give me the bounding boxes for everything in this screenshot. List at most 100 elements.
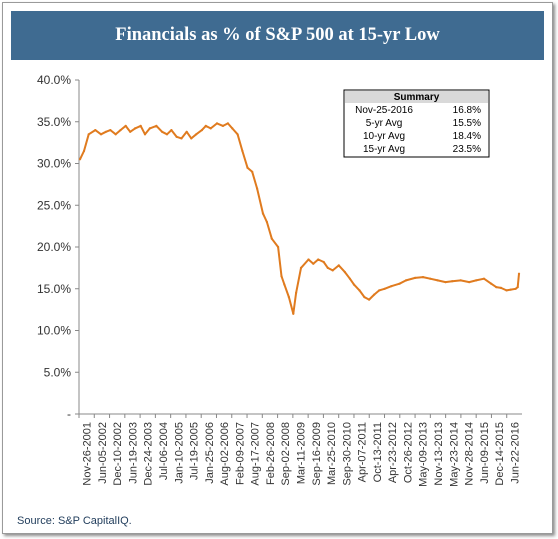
x-tick-label: Feb-26-2008: [265, 422, 277, 485]
x-tick-label: Nov-13-2013: [433, 422, 445, 486]
data-point: [209, 127, 212, 130]
data-point: [82, 149, 86, 153]
data-point: [124, 124, 127, 127]
data-point: [256, 187, 259, 190]
data-point: [277, 245, 280, 249]
y-tick-label: 40.0%: [37, 73, 71, 87]
y-tick-label: -: [67, 407, 71, 421]
data-point: [514, 287, 517, 290]
x-tick-label: Mar-11-2009: [296, 422, 308, 484]
summary-row-value: 23.5%: [453, 144, 481, 155]
data-point: [109, 129, 112, 132]
data-point: [143, 133, 147, 136]
x-tick-label: Nov-26-2001: [82, 422, 94, 486]
x-tick-label: Jan-10-2005: [173, 422, 185, 484]
chart-axes: - 5.0% 10.0% 15.0% 20.0% 25.0% 30.0% 35.0% 40.0%…: [37, 73, 522, 487]
chart-series: [78, 122, 521, 315]
data-point: [119, 129, 122, 132]
data-point: [200, 129, 203, 132]
data-point: [190, 137, 193, 140]
data-point: [451, 280, 454, 283]
data-point: [322, 260, 325, 264]
data-point: [475, 279, 478, 282]
data-point: [398, 282, 401, 285]
y-tick-label: 5.0%: [44, 365, 72, 379]
x-tick-label: Aug-17-2007: [250, 422, 262, 486]
data-point: [99, 133, 103, 136]
x-tick-label: Nov-28-2014: [464, 422, 476, 486]
data-point: [251, 170, 254, 173]
x-tick-label: May-23-2014: [448, 422, 460, 487]
data-point: [265, 220, 268, 224]
data-point: [326, 266, 329, 269]
x-tick-label: Jan-25-2006: [204, 422, 216, 484]
data-point: [337, 264, 340, 267]
data-point: [348, 277, 351, 280]
data-point: [358, 289, 361, 292]
data-point: [495, 286, 498, 289]
data-point: [368, 298, 371, 301]
summary-row-value: 15.5%: [453, 118, 481, 129]
data-point: [299, 266, 303, 269]
data-point: [185, 130, 188, 133]
y-tick-label: 10.0%: [37, 324, 71, 338]
data-point: [148, 127, 151, 130]
data-point: [287, 296, 290, 299]
y-tick-label: 35.0%: [37, 115, 71, 129]
x-tick-label: Aug-02-2006: [219, 422, 231, 486]
data-point: [343, 271, 346, 274]
data-point: [363, 296, 366, 299]
data-point: [161, 130, 164, 133]
x-tick-label: Jun-22-2016: [509, 422, 521, 484]
x-tick-label: Apr-07-2011: [357, 422, 369, 482]
data-point: [436, 279, 439, 282]
data-point: [261, 212, 265, 215]
data-point: [292, 312, 295, 315]
x-tick-label: Oct-13-2011: [372, 422, 384, 482]
data-point: [390, 285, 393, 288]
data-point: [170, 129, 173, 132]
data-point: [421, 276, 425, 279]
x-tick-label: Jul-06-2004: [158, 422, 170, 480]
data-point: [509, 288, 512, 291]
summary-row-label: 10-yr Avg: [363, 131, 405, 142]
x-tick-label: Sep-16-2009: [311, 422, 323, 486]
summary-row-label: Nov-25-2016: [355, 105, 413, 116]
data-point: [352, 283, 356, 286]
x-tick-label: Oct-26-2012: [402, 422, 414, 483]
data-point: [241, 149, 244, 153]
data-point: [104, 130, 107, 133]
x-tick-label: Jul-19-2005: [189, 422, 201, 480]
x-tick-label: Feb-09-2007: [234, 422, 246, 485]
data-point: [414, 276, 417, 279]
x-tick-label: Jun-09-2015: [479, 422, 491, 484]
x-tick-label: Dec-14-2015: [494, 422, 506, 486]
data-point: [231, 127, 234, 130]
data-point: [378, 289, 381, 292]
data-point: [312, 262, 315, 265]
y-tick-label: 20.0%: [37, 240, 71, 254]
summary-header-bg: [345, 91, 488, 103]
summary-row-label: 15-yr Avg: [363, 144, 405, 155]
data-point: [404, 279, 408, 282]
y-tick-label: 30.0%: [37, 157, 71, 171]
x-tick-label: May-09-2013: [418, 422, 430, 487]
data-point: [331, 269, 334, 272]
data-point: [383, 287, 386, 290]
x-tick-label: Sep-02-2008: [280, 422, 292, 486]
data-point: [78, 158, 82, 161]
data-point: [129, 130, 132, 133]
data-point: [516, 286, 519, 289]
summary-row-value: 18.4%: [453, 131, 481, 142]
data-point: [468, 281, 471, 284]
data-point: [180, 137, 183, 140]
data-point: [215, 122, 219, 125]
data-point: [444, 281, 447, 284]
data-point: [246, 166, 249, 169]
data-point: [221, 124, 225, 127]
data-point: [373, 293, 376, 296]
x-tick-label: Jun-05-2002: [97, 422, 109, 484]
x-tick-label: Mar-25-2010: [326, 422, 338, 485]
y-tick-label: 15.0%: [37, 282, 71, 296]
